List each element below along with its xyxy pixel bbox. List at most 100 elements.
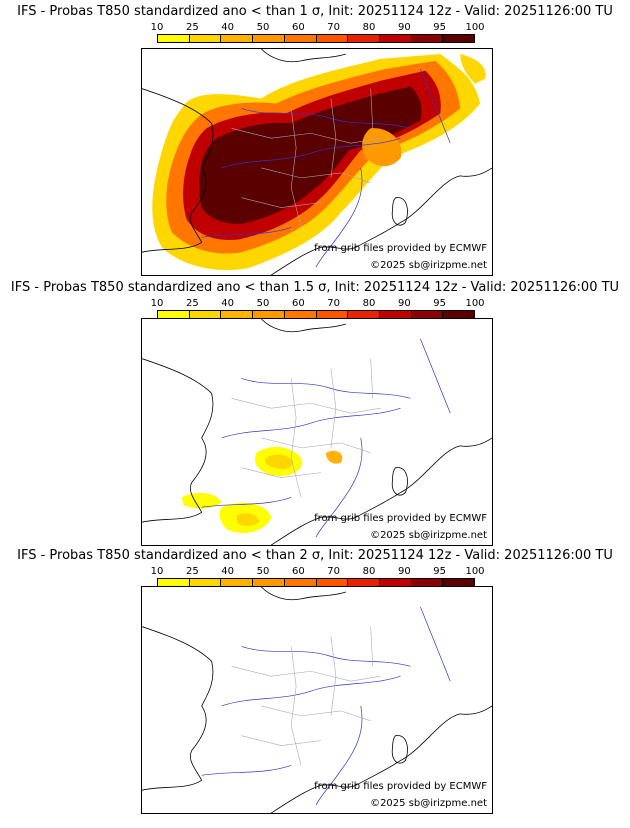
river	[201, 227, 292, 238]
colorbar-swatch	[411, 579, 444, 586]
colorbar-tick-label: 40	[221, 298, 235, 309]
prob-band-ne	[460, 53, 486, 84]
atlantic-coast	[142, 88, 214, 253]
colorbar-swatch	[158, 311, 190, 318]
colorbar-tick-label: 60	[291, 566, 305, 577]
departments	[231, 626, 381, 766]
colorbar-tick-label: 60	[291, 298, 305, 309]
colorbar-tick-label: 95	[433, 298, 447, 309]
colorbar-swatch	[221, 311, 254, 318]
colorbar-ticks: 10 25 40 50 60 70 80 90 95 100	[151, 566, 485, 578]
river	[241, 108, 411, 129]
colorbar-swatch	[443, 35, 475, 42]
colorbar-swatch	[348, 579, 380, 586]
colorbar-tick-label: 80	[362, 22, 376, 33]
rivers	[201, 68, 451, 268]
colorbar-swatch	[443, 311, 475, 318]
river	[201, 497, 292, 508]
provider-credit: from grib files provided by ECMWF	[314, 243, 487, 254]
probability-field	[181, 446, 343, 533]
panel-1: IFS - Probas T850 standardized ano < tha…	[0, 4, 630, 276]
colorbar-tick-label: 100	[465, 566, 485, 577]
colorbar-tick-label: 100	[465, 298, 485, 309]
ligurian-coast	[430, 167, 492, 198]
ligurian-coast	[430, 437, 492, 468]
copyright-credit: ©2025 sb@irizpme.net	[370, 530, 487, 541]
colorbar-swatch	[284, 35, 317, 42]
corsica	[391, 467, 408, 496]
atlantic-coast	[142, 358, 214, 523]
prob-band-25	[265, 454, 294, 470]
river	[315, 705, 363, 806]
colorbar-tick-label: 10	[150, 22, 164, 33]
colorbar-tick-label: 70	[327, 22, 341, 33]
colorbar-tick-label: 80	[362, 298, 376, 309]
panel-2: IFS - Probas T850 standardized ano < tha…	[0, 280, 630, 552]
prob-band-40	[325, 450, 343, 464]
atlantic-coast	[142, 626, 214, 791]
admin-borders	[231, 626, 381, 766]
mediterranean-coast	[271, 197, 431, 275]
colorbar-swatch	[316, 579, 349, 586]
colorbar-tick-label: 90	[397, 566, 411, 577]
colorbar-tick-label: 40	[221, 22, 235, 33]
panel-1-title: IFS - Probas T850 standardized ano < tha…	[17, 4, 613, 19]
colorbar-swatch	[411, 311, 444, 318]
colorbar-tick-label: 25	[185, 22, 199, 33]
coastlines	[142, 587, 492, 813]
colorbar-tick-label: 90	[397, 22, 411, 33]
admin-borders	[231, 88, 381, 228]
river	[315, 437, 363, 538]
panel-2-title: IFS - Probas T850 standardized ano < tha…	[10, 280, 620, 295]
colorbar-tick-label: 95	[433, 22, 447, 33]
provider-credit: from grib files provided by ECMWF	[314, 781, 487, 792]
colorbar-swatch	[158, 579, 190, 586]
river	[241, 378, 411, 399]
ligurian-coast	[430, 705, 492, 736]
copyright-credit: ©2025 sb@irizpme.net	[370, 798, 487, 809]
rivers	[201, 606, 451, 806]
channel-coast	[261, 49, 346, 63]
colorbar-tick-label: 95	[433, 566, 447, 577]
colorbar-swatch	[411, 35, 444, 42]
coastlines	[142, 49, 492, 275]
corsica	[391, 735, 408, 764]
colorbar-swatch	[443, 579, 475, 586]
departments	[231, 358, 381, 498]
probability-map	[142, 319, 492, 545]
admin-borders	[231, 358, 381, 498]
colorbar-swatch	[253, 579, 285, 586]
colorbar-ticks: 10 25 40 50 60 70 80 90 95 100	[151, 298, 485, 310]
colorbar-swatch	[221, 579, 254, 586]
colorbar-swatch	[189, 311, 222, 318]
probability-map	[142, 49, 492, 275]
river	[221, 675, 401, 707]
colorbar-swatch	[379, 311, 412, 318]
mediterranean-coast	[271, 735, 431, 813]
copyright-credit: ©2025 sb@irizpme.net	[370, 260, 487, 271]
colorbar-swatch	[253, 35, 285, 42]
channel-coast	[261, 319, 346, 333]
colorbar-swatch	[284, 311, 317, 318]
probability-map	[142, 587, 492, 813]
colorbar-tick-label: 100	[465, 22, 485, 33]
colorbar	[157, 34, 475, 43]
river	[420, 338, 451, 414]
colorbar-tick-label: 25	[185, 566, 199, 577]
colorbar-tick-label: 40	[221, 566, 235, 577]
prob-band-25	[236, 513, 260, 526]
map-frame: from grib files provided by ECMWF ©2025 …	[141, 318, 493, 546]
panel-3: IFS - Probas T850 standardized ano < tha…	[0, 548, 630, 820]
colorbar-tick-label: 80	[362, 566, 376, 577]
colorbar-tick-label: 50	[256, 22, 270, 33]
colorbar-tick-label: 90	[397, 298, 411, 309]
colorbar-swatch	[316, 311, 349, 318]
colorbar-swatch	[221, 35, 254, 42]
map-frame: from grib files provided by ECMWF ©2025 …	[141, 48, 493, 276]
prob-band-alps	[362, 128, 402, 167]
panel-3-title: IFS - Probas T850 standardized ano < tha…	[17, 548, 613, 563]
river	[221, 407, 401, 439]
mediterranean-coast	[271, 467, 431, 545]
provider-credit: from grib files provided by ECMWF	[314, 513, 487, 524]
channel-coast	[261, 587, 346, 601]
